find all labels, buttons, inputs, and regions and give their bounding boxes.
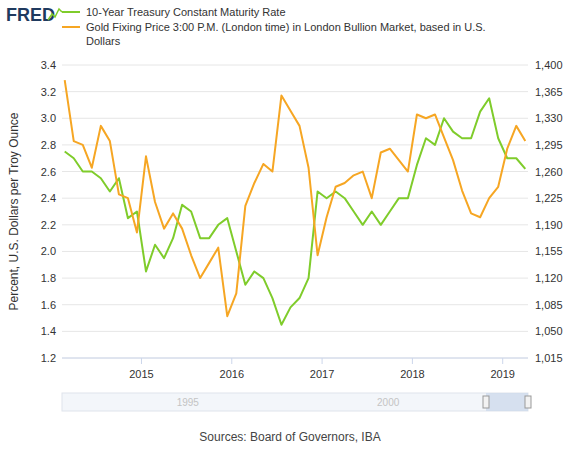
navigator-label: 1995 [177, 397, 200, 408]
y-tick-label: 1.8 [41, 272, 56, 284]
legend-line: Dollars [86, 35, 121, 47]
y2-tick [528, 251, 531, 252]
grid-line [62, 358, 528, 359]
y-tick-label: 2.2 [41, 219, 56, 231]
y-tick-label: 2.6 [41, 166, 56, 178]
y2-tick-label: 1,050 [535, 325, 563, 337]
y-axis-label: Percent, U.S. Dollars per Troy Ounce [7, 112, 21, 310]
legend-swatch [62, 26, 80, 28]
grid-line [62, 331, 528, 332]
legend-swatch [62, 11, 80, 13]
x-axis-line [62, 358, 528, 359]
x-tick-label: 2016 [220, 368, 244, 380]
y2-tick [528, 278, 531, 279]
y-tick-label: 2.0 [41, 245, 56, 257]
y2-tick [528, 358, 531, 359]
y2-tick-label: 1,225 [535, 192, 563, 204]
y2-tick [528, 171, 531, 172]
legend-label: 10-Year Treasury Constant Maturity Rate [86, 6, 286, 18]
navigator-label: 2000 [377, 397, 400, 408]
series-line [65, 98, 526, 324]
y-tick-label: 3.4 [41, 59, 56, 71]
x-tick-label: 2017 [310, 368, 334, 380]
grid-line [62, 91, 528, 92]
x-tick-label: 2019 [490, 368, 514, 380]
grid-line [62, 144, 528, 145]
grid-line [62, 304, 528, 305]
y2-tick [528, 304, 531, 305]
grid-line [62, 251, 528, 252]
y2-tick-label: 1,295 [535, 139, 563, 151]
y-tick-label: 3.0 [41, 112, 56, 124]
y2-tick [528, 91, 531, 92]
x-tick-label: 2015 [129, 368, 153, 380]
y2-tick [528, 331, 531, 332]
y2-tick [528, 65, 531, 66]
y2-tick-label: 1,260 [535, 166, 563, 178]
logo-icon [48, 9, 62, 20]
x-tick [231, 358, 232, 364]
y2-tick-label: 1,400 [535, 59, 563, 71]
y-tick-label: 1.4 [41, 325, 56, 337]
y2-tick-label: 1,015 [535, 352, 563, 364]
plot-area [65, 80, 526, 324]
legend-label: Gold Fixing Price 3:00 P.M. (London time… [86, 21, 486, 47]
chart: 1.2 1.4 1.6 1.8 2.0 2.2 2.4 2.6 2.8 3.0 3.2 3.4 1,01… [0, 0, 580, 450]
x-tick [412, 358, 413, 364]
navigator-handle[interactable] [483, 396, 489, 408]
x-tick [502, 358, 503, 364]
y2-tick-label: 1,155 [535, 245, 563, 257]
y2-tick [528, 198, 531, 199]
y2-tick-label: 1,365 [535, 86, 563, 98]
y2-tick-label: 1,120 [535, 272, 563, 284]
x-tick [141, 358, 142, 364]
series-line [65, 80, 526, 316]
legend-line: 10-Year Treasury Constant Maturity Rate [86, 6, 286, 18]
navigator-window[interactable] [486, 393, 528, 411]
y2-tick [528, 144, 531, 145]
y-tick-label: 3.2 [41, 86, 56, 98]
x-tick-label: 2018 [400, 368, 424, 380]
grid-line [62, 171, 528, 172]
grid-line [62, 198, 528, 199]
y2-tick-label: 1,330 [535, 112, 563, 124]
grid-line [62, 278, 528, 279]
x-tick [322, 358, 323, 364]
navigator-handle[interactable] [525, 396, 531, 408]
source: Sources: Board of Governors, IBA [199, 430, 380, 444]
navigator [62, 393, 528, 411]
y2-tick-label: 1,190 [535, 219, 563, 231]
y2-tick [528, 118, 531, 119]
legend-line: Gold Fixing Price 3:00 P.M. (London time… [86, 21, 486, 33]
y-tick-label: 1.6 [41, 299, 56, 311]
logo: FRED [6, 5, 55, 25]
grid-line [62, 224, 528, 225]
y2-tick [528, 224, 531, 225]
y2-tick-label: 1,085 [535, 299, 563, 311]
y-tick-label: 1.2 [41, 352, 56, 364]
grid-line [62, 65, 528, 66]
background [0, 0, 580, 450]
y-tick-label: 2.8 [41, 139, 56, 151]
y-tick-label: 2.4 [41, 192, 56, 204]
